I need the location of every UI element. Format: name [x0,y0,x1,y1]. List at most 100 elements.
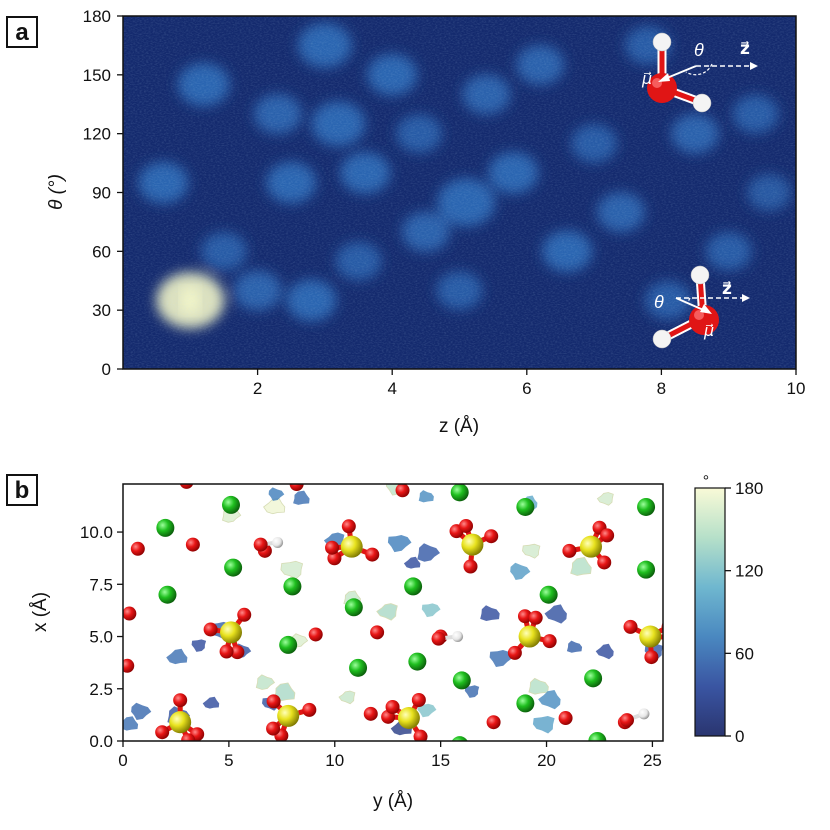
sulfate-oxygen [597,555,612,570]
chlorine-atom [637,497,656,516]
orientation-density-patch [123,716,139,731]
sulfate-oxygen [507,645,522,660]
chart-a-xlabel: z (Å) [439,416,479,437]
y-tick-label: 120 [83,125,111,144]
chlorine-atom [349,658,368,677]
sulfate-oxygen [365,547,380,562]
hydroxyl-oxygen [253,537,268,552]
x-tick-label: 0 [118,751,127,770]
sulfate-oxygen [237,607,252,622]
y-tick-label: 150 [83,66,111,85]
orientation-density-patch [191,639,207,652]
x-tick-label: 6 [522,379,531,398]
sulfate-oxygen [327,551,342,566]
sulfur-atom [518,625,541,648]
orientation-density-patch [510,562,531,580]
x-tick-label: 2 [253,379,262,398]
x-tick-label: 8 [657,379,666,398]
sulfate-oxygen [173,693,188,708]
orientation-density-patch [202,696,220,709]
sulfate-oxygen [266,721,281,736]
heatmap-grain [123,16,796,369]
colorbar-tick-label: 180 [735,479,763,498]
water-molecule-top: θ μ⃗ z⃗ [641,32,758,113]
chlorine-atom [224,558,243,577]
inset-bottom-mu: μ⃗ [703,323,714,340]
x-tick-label: 25 [643,751,662,770]
y-tick-label: 90 [92,184,111,203]
oxygen-atom [123,658,135,673]
y-tick-label: 5.0 [89,628,113,647]
orientation-density-patch [376,603,398,621]
sulfate-group [266,694,317,741]
chlorine-atom [404,577,423,596]
chart-b-snapshot: 0 5 10 15 20 25 0.0 2.5 5.0 7.5 10.0 y (Å) x (Å) °… [30,473,763,812]
orientation-density-patch [403,556,421,569]
sulfate-oxygen [528,610,543,625]
panel-label-b: b [6,474,38,506]
oxygen-atom [289,484,304,491]
water-molecule-bottom: θ μ⃗ z⃗ [652,265,750,349]
sulfate-group [507,609,557,660]
inset-bottom-theta: θ [654,292,664,312]
chlorine-atom [450,484,469,502]
colorbar [694,487,726,737]
orientation-density-patch [480,605,500,621]
orientation-density-patch [263,497,286,515]
sulfur-atom [461,533,484,556]
x-tick-label: 15 [431,751,450,770]
sulfate-oxygen [203,622,218,637]
x-tick-label: 5 [224,751,233,770]
orientation-density-patch [595,643,614,660]
sulfate-oxygen [341,519,356,534]
orientation-density-patch [489,650,514,667]
sulfate-oxygen [181,733,196,741]
sulfate-group [449,518,499,574]
x-tick-label: 20 [537,751,556,770]
chlorine-atom [539,585,558,604]
sulfate-group [155,693,205,741]
orientation-density-patch [418,490,434,503]
orientation-density-patch [528,677,549,695]
oxygen-atom [123,606,137,621]
hydrogen-atom [452,631,464,643]
orientation-density-patch [338,690,356,705]
orientation-density-patch [566,640,583,653]
sulfur-atom [397,707,420,730]
y-tick-label: 180 [83,7,111,26]
panel-label-a: a [6,16,38,48]
orientation-density-patch [417,703,437,718]
x-tick-label: 10 [325,751,344,770]
orientation-density-patch [273,682,296,702]
chlorine-atom [588,732,607,741]
orientation-density-patch [421,603,441,618]
chart-a-ylabel: θ (°) [46,174,67,210]
sulfur-atom [340,535,363,558]
sulfate-oxygen [517,609,532,624]
sulfate-group [325,519,380,566]
y-tick-label: 60 [92,242,111,261]
orientation-density-patch [522,543,541,559]
orientation-density-patch [131,702,152,720]
chlorine-atom [222,495,240,514]
chart-a-heatmap: 2 4 6 8 10 0 30 60 90 120 150 180 z (Å) θ (°) θ μ⃗ … [46,7,805,437]
y-tick-label: 2.5 [89,680,113,699]
chlorine-atom [279,635,298,654]
oxygen-atom [185,537,200,552]
sulfate-oxygen [562,543,577,558]
sulfur-atom [639,625,662,648]
y-tick-label: 7.5 [89,575,113,594]
sulfur-atom [169,711,192,734]
sulfate-group [623,619,663,665]
orientation-density-patch [464,685,480,698]
sulfate-oxygen [459,518,474,533]
chlorine-atom [283,577,302,596]
oxygen-atom [179,484,194,489]
colorbar-tick-label: 60 [735,644,754,663]
inset-top-z: z⃗ [740,39,750,58]
orientation-density-patch [532,716,555,734]
orientation-density-patch [538,690,561,710]
sulfate-group [562,520,615,570]
chart-b-xlabel: y (Å) [373,791,413,812]
hydrogen-atom [272,537,284,549]
